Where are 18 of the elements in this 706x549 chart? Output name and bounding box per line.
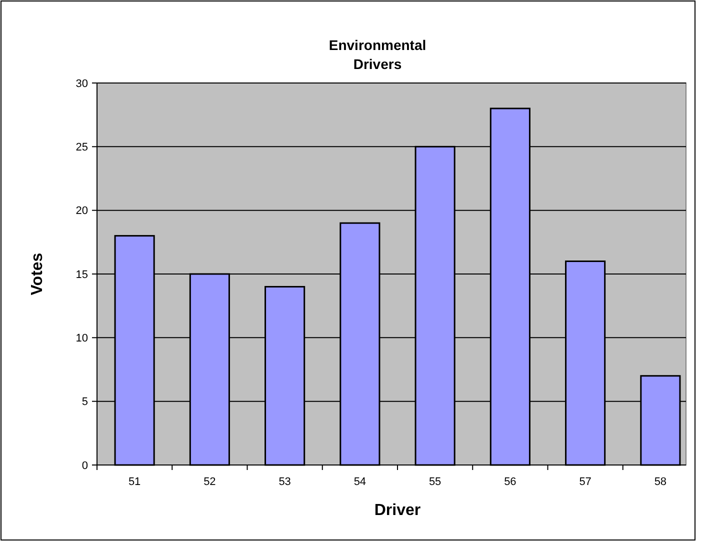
x-tick-label: 58: [654, 476, 667, 488]
x-tick-label: 51: [128, 476, 141, 488]
y-tick-label: 5: [82, 396, 88, 408]
y-tick-label: 15: [76, 268, 88, 281]
y-tick-label: 10: [76, 332, 88, 345]
x-tick-label: 52: [204, 476, 216, 488]
y-tick-label: 0: [82, 460, 88, 472]
x-tick-label: 57: [579, 476, 592, 488]
x-tick-label: 56: [504, 476, 516, 488]
x-axis-title: Driver: [374, 502, 421, 519]
x-tick-label: 53: [278, 476, 291, 488]
x-tick-label: 55: [428, 476, 442, 488]
y-tick-label: 30: [76, 78, 88, 90]
y-tick-label: 20: [76, 205, 88, 218]
y-tick-label: 25: [76, 142, 88, 154]
y-axis-title: Votes: [29, 252, 46, 296]
chart-title: Environmental Drivers: [328, 37, 426, 72]
x-tick-label: 54: [354, 476, 366, 488]
